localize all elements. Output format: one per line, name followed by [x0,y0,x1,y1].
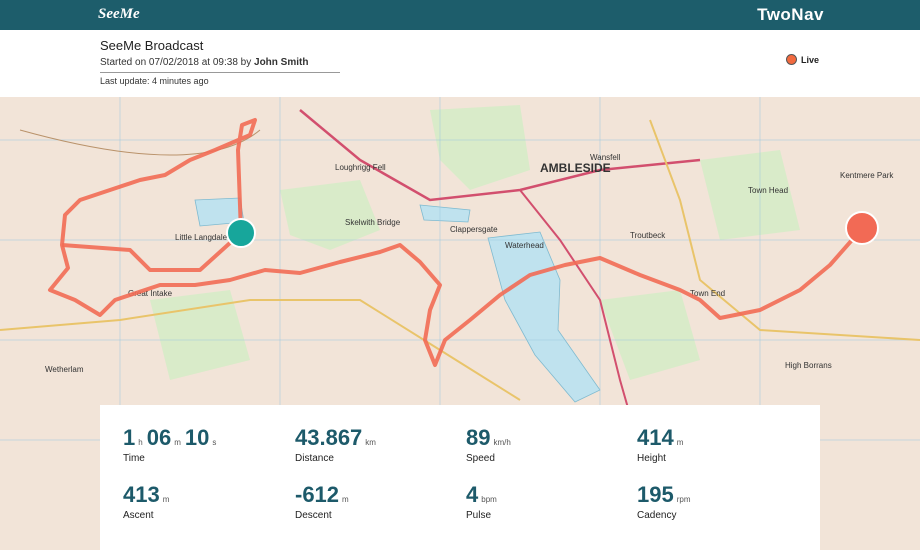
map-label: AMBLESIDE [540,161,611,175]
map-label: Wetherlam [45,365,84,374]
started-text: Started on 07/02/2018 at 09:38 by [100,57,252,68]
last-update: Last update: 4 minutes ago [100,76,209,86]
stat-label: Pulse [466,510,492,521]
stat: 89 km/h Speed [466,425,515,464]
stat: 414 m Height [637,425,687,464]
route [48,118,862,367]
live-dot [786,54,797,65]
stat-value: -612 m [295,482,353,508]
map-label: High Borrans [785,361,832,370]
unit: m [676,438,684,447]
stat: -612 m Descent [295,482,353,521]
unit: s [212,438,217,447]
stat-label: Speed [466,453,495,464]
stat: 4 bpm Pulse [466,482,501,521]
unit: m [174,438,181,447]
route-branch [61,231,243,272]
unit: m [162,495,170,504]
map-labels: AMBLESIDE Loughrigg Fell Clappersgate Skelw… [45,153,894,374]
unit: h [138,438,143,447]
map-label: Little Langdale [175,233,228,242]
stat-value: 4 bpm [466,482,501,508]
map-label: Clappersgate [450,225,498,234]
map-label: Skelwith Bridge [345,218,401,227]
stat-value: 195 rpm [637,482,695,508]
lakes [194,197,601,403]
started-info: Started on 07/02/2018 at 09:38 by John S… [100,57,340,73]
stats-panel: 1 h 06 m 10 s Time 43.867 km Distance 89 km/h Speed 4… [100,405,820,550]
logo[interactable]: SeeMe [98,6,140,22]
stat-label: Cadency [637,510,677,521]
value: 414 [637,425,674,450]
stat: 195 rpm Cadency [637,482,695,521]
map-label: Town Head [748,186,788,195]
title: SeeMe Broadcast [100,38,204,53]
stat: 1 h 06 m 10 s Time [123,425,220,464]
unit: bpm [481,495,497,504]
unit: rpm [676,495,691,504]
stat-label: Time [123,453,145,464]
top-bar: SeeMe TwoNav [0,0,920,30]
value: -612 [295,482,340,507]
stat: 413 m Ascent [123,482,173,521]
stat-value: 43.867 km [295,425,380,451]
value: 43.867 [295,425,363,450]
roads [0,109,920,451]
stat-value: 413 m [123,482,173,508]
unit: km [365,438,376,447]
live-label: Live [801,54,820,65]
stat-label: Descent [295,510,332,521]
start-marker[interactable] [226,218,256,248]
value: 195 [637,482,674,507]
map-label: Town End [690,289,725,298]
stat-label: Distance [295,453,334,464]
value: 89 [466,425,491,450]
author: John Smith [254,57,309,68]
live-status: Live [786,54,819,65]
stat-value: 89 km/h [466,425,515,451]
stat-label: Ascent [123,510,154,521]
value: 1 [123,425,136,450]
map-label: Troutbeck [630,231,666,240]
stat-value: 414 m [637,425,687,451]
brand[interactable]: TwoNav [757,5,824,24]
map-label: Wansfell [590,153,621,162]
value: 413 [123,482,160,507]
stat-label: Height [637,453,666,464]
map-label: Great Intake [128,289,173,298]
value: 06 [146,425,172,450]
map-label: Waterhead [505,241,544,250]
stat: 43.867 km Distance [295,425,380,464]
map-label: Loughrigg Fell [335,163,386,172]
current-position-marker[interactable] [845,211,879,245]
stat-value: 1 h 06 m 10 s [123,425,220,451]
map-label: Kentmere Park [840,171,894,180]
value: 10 [184,425,210,450]
header: SeeMe Broadcast Started on 07/02/2018 at… [0,30,920,97]
unit: km/h [493,438,511,447]
value: 4 [466,482,479,507]
unit: m [342,495,349,504]
